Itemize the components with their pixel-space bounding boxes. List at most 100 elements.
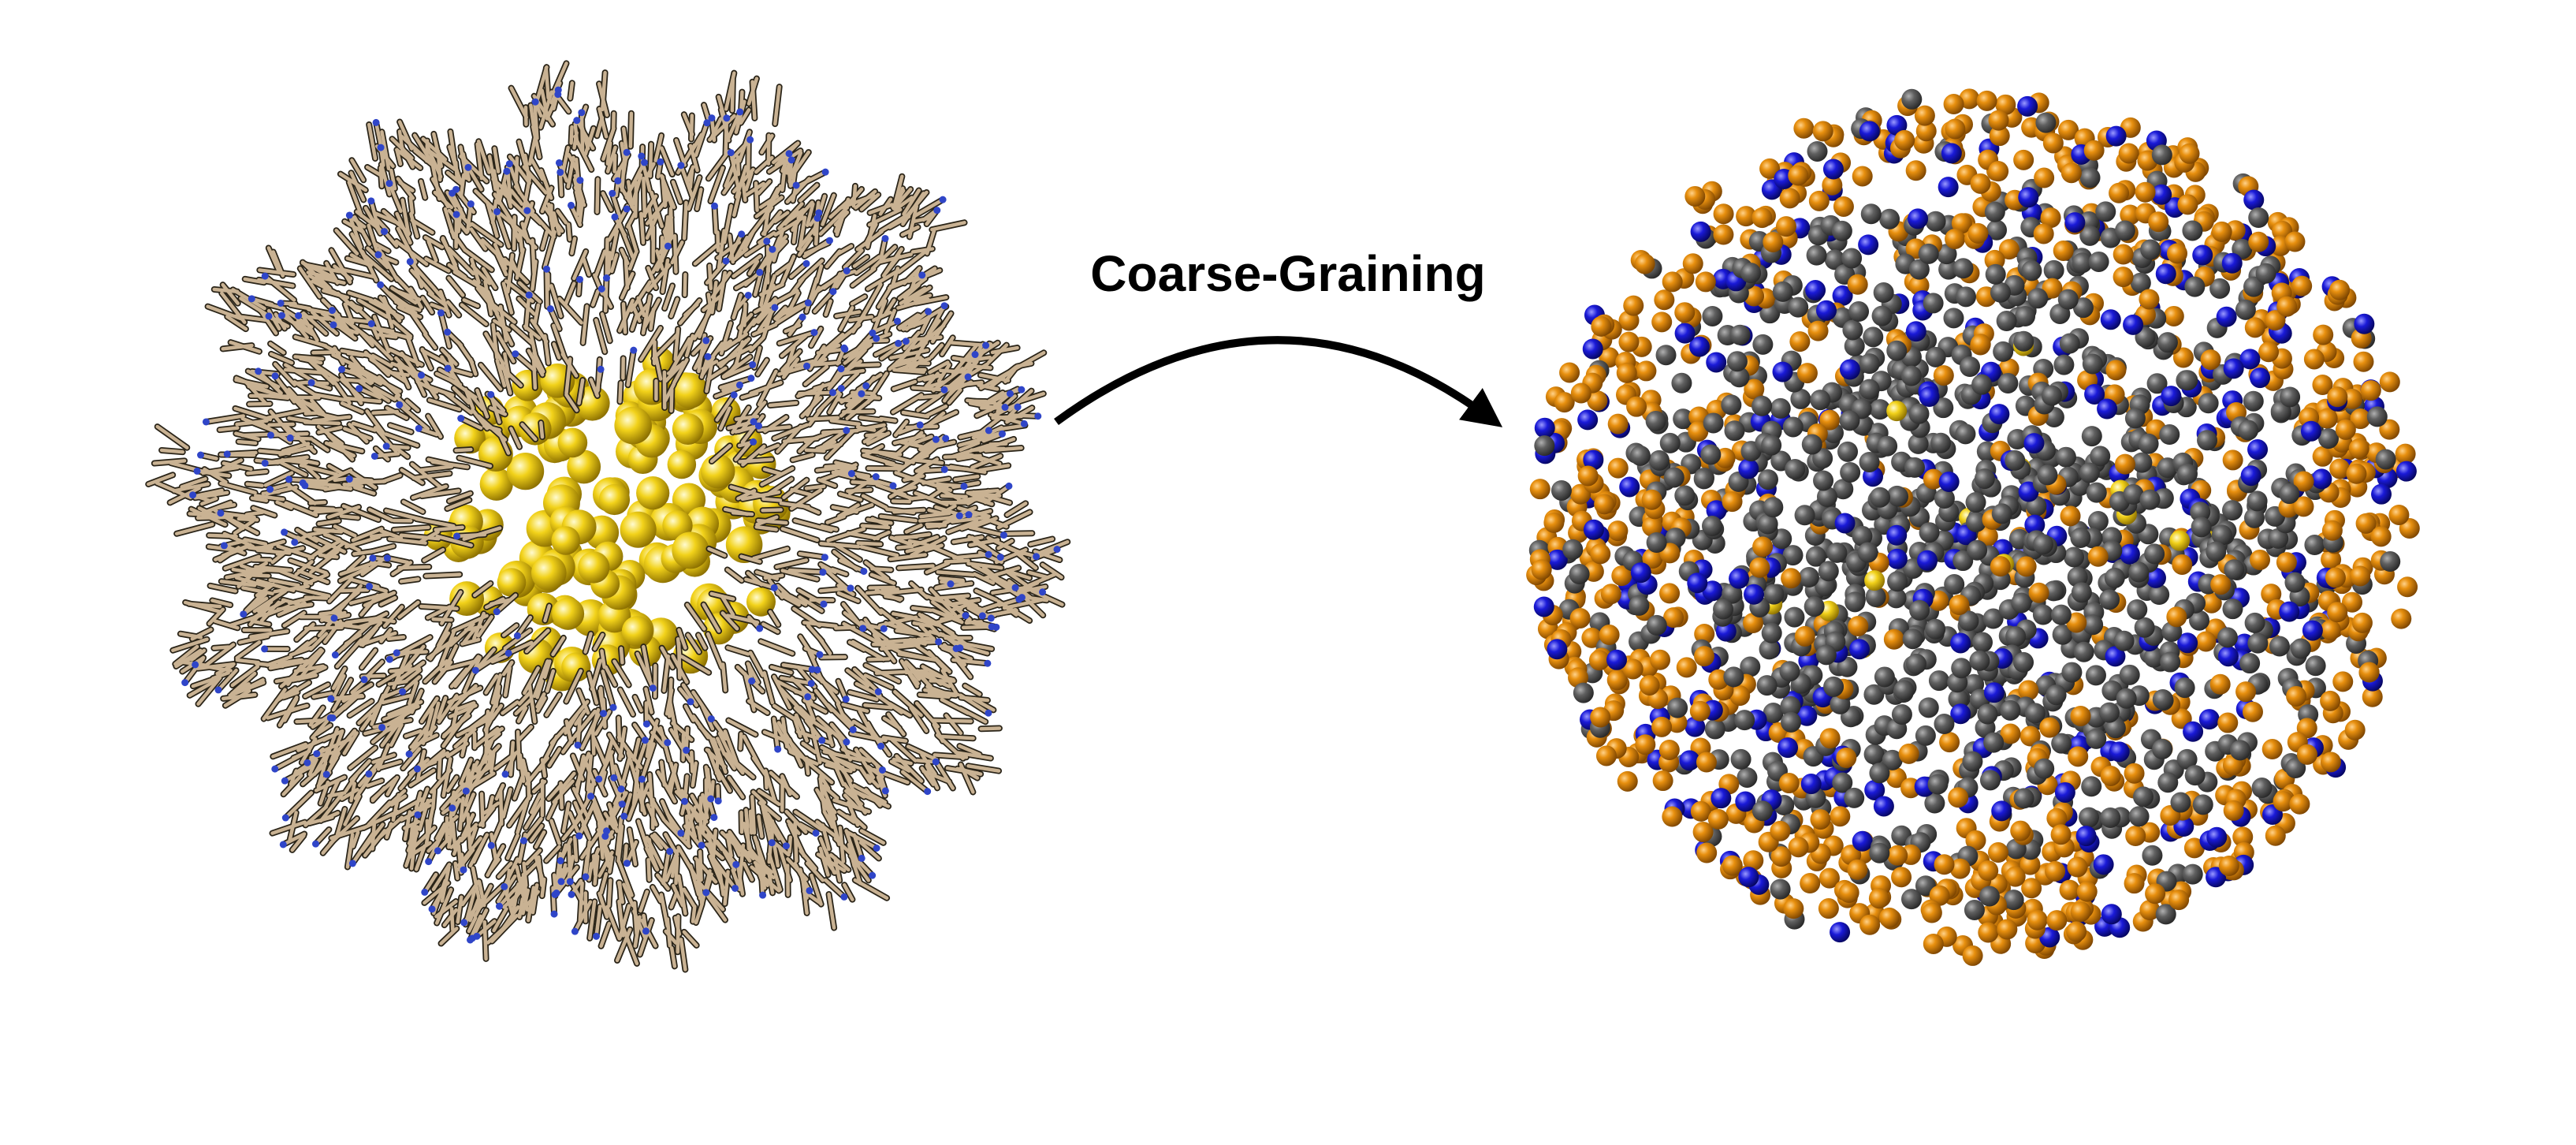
bond	[856, 541, 883, 546]
bond	[490, 654, 508, 664]
bond	[216, 668, 238, 692]
bond	[880, 339, 908, 360]
bond	[715, 393, 736, 422]
bond	[352, 550, 374, 556]
bond	[440, 782, 466, 811]
bond	[408, 768, 436, 787]
bond	[452, 386, 471, 405]
bond	[797, 237, 813, 257]
gold-atom	[621, 616, 653, 647]
bond	[342, 482, 364, 488]
bond	[287, 416, 314, 424]
bond	[174, 522, 214, 535]
bond	[343, 794, 362, 826]
bond	[431, 863, 452, 891]
bond	[918, 692, 951, 699]
bond	[847, 690, 879, 702]
bond	[676, 875, 687, 916]
bond	[768, 401, 798, 408]
bond	[249, 629, 289, 639]
bond	[394, 661, 426, 684]
bond	[556, 209, 568, 225]
bond	[512, 214, 516, 251]
gold-atom	[567, 449, 601, 484]
bond	[744, 807, 750, 830]
bond	[339, 561, 377, 576]
bond	[679, 655, 711, 675]
bond	[735, 155, 741, 177]
bond	[627, 223, 638, 254]
bond	[793, 170, 828, 190]
bond	[290, 703, 309, 712]
bond	[463, 248, 494, 272]
bond	[683, 704, 695, 722]
bond	[371, 409, 400, 415]
bond	[852, 667, 880, 694]
bond	[676, 914, 680, 954]
bond	[918, 516, 951, 523]
bond	[516, 799, 530, 835]
bond	[328, 442, 364, 453]
bond	[693, 339, 711, 371]
bond	[590, 289, 600, 307]
bond	[547, 747, 562, 767]
gold-atom	[636, 476, 670, 510]
bond	[600, 311, 612, 343]
bond	[582, 256, 591, 277]
bond	[505, 868, 512, 894]
bond	[741, 181, 747, 203]
bond	[816, 347, 847, 355]
bond	[682, 887, 696, 908]
gold-atom	[746, 587, 776, 617]
bond	[648, 772, 654, 807]
bond	[860, 524, 891, 530]
bond	[401, 747, 422, 770]
bond	[705, 632, 724, 669]
bond	[940, 734, 975, 740]
bond	[758, 640, 795, 655]
bond	[510, 323, 535, 346]
bond	[921, 769, 951, 784]
bond	[284, 501, 318, 517]
bond	[599, 871, 609, 895]
bond	[312, 535, 347, 554]
bond	[896, 250, 926, 274]
bond	[793, 359, 815, 368]
bond	[642, 176, 647, 218]
bond	[274, 568, 314, 586]
bond	[245, 482, 264, 487]
bond	[780, 569, 819, 581]
bond	[191, 677, 214, 688]
bond	[382, 605, 404, 628]
bond	[804, 448, 826, 453]
bond	[936, 363, 951, 383]
bond	[719, 376, 754, 390]
bond	[328, 484, 353, 490]
bond	[389, 371, 410, 377]
bond	[615, 927, 632, 963]
bond	[445, 190, 457, 208]
bond	[193, 490, 229, 500]
bond	[874, 669, 908, 675]
bond	[244, 510, 265, 517]
bond	[330, 673, 346, 702]
bond	[466, 812, 472, 851]
bond	[693, 241, 721, 266]
bond	[793, 822, 798, 863]
bond	[346, 554, 366, 572]
bond	[851, 719, 871, 733]
bond	[262, 688, 287, 721]
bond	[1040, 562, 1063, 580]
bond	[1014, 550, 1038, 570]
bond	[430, 789, 437, 811]
bond	[303, 483, 329, 490]
bond	[509, 86, 528, 120]
bond	[369, 357, 394, 375]
gold-atom	[667, 449, 697, 479]
bond	[924, 436, 947, 457]
bond	[287, 477, 329, 483]
bond	[570, 237, 577, 255]
bond	[696, 879, 725, 912]
bond	[918, 394, 940, 400]
bond	[838, 492, 862, 502]
